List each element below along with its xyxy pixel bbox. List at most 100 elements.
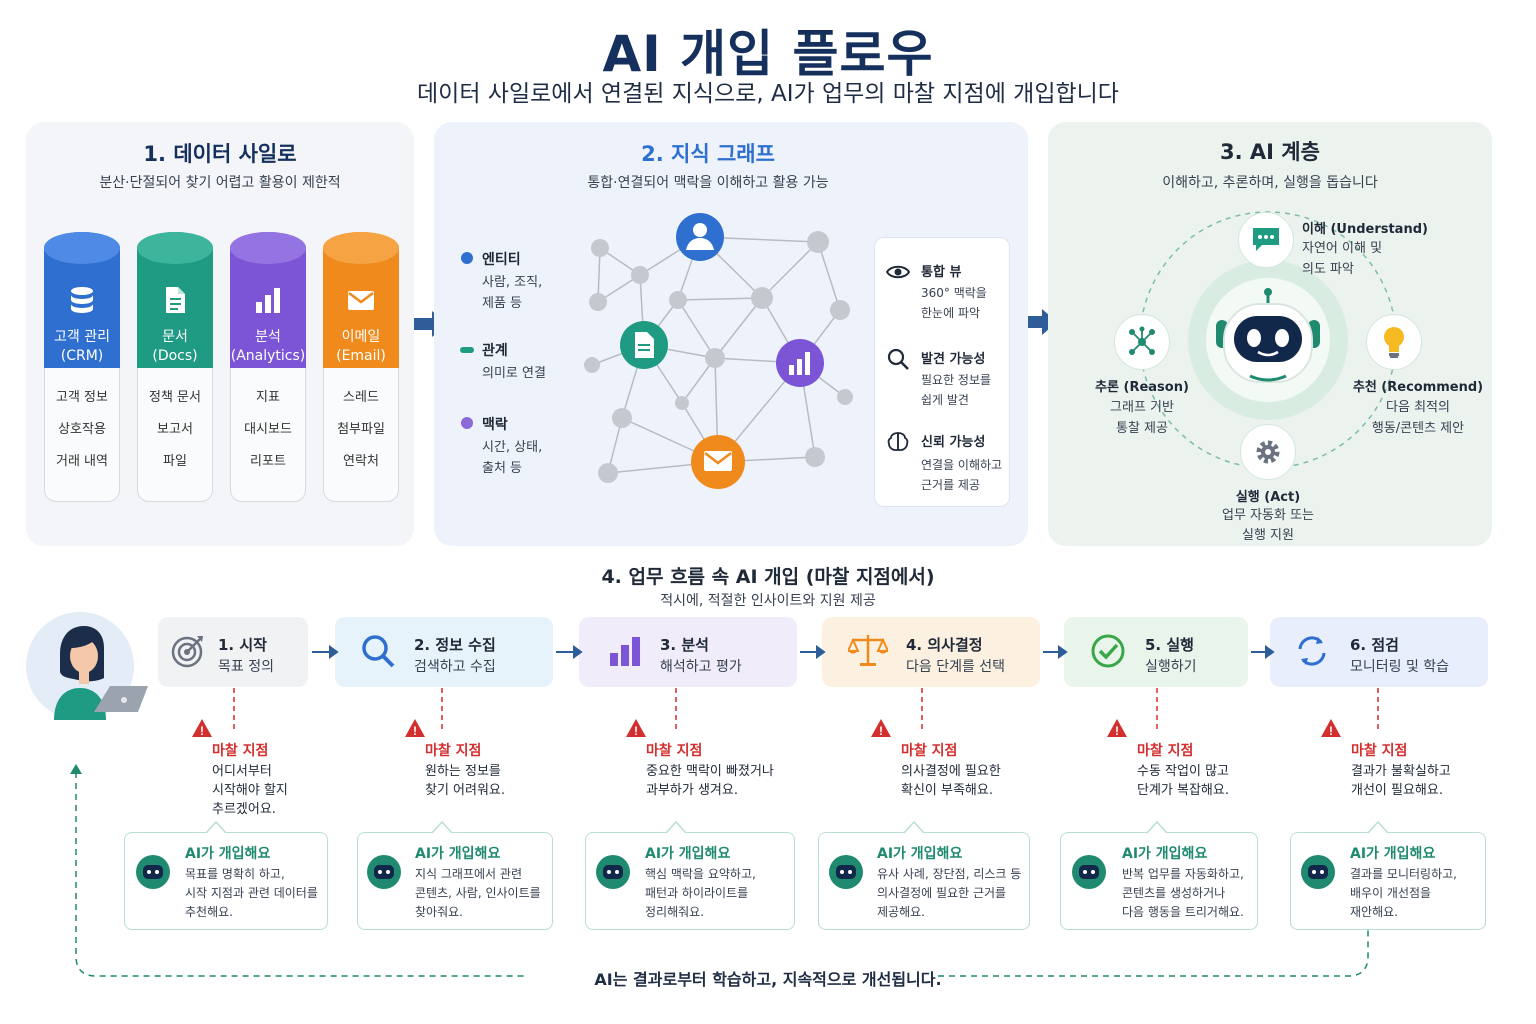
ai-cycle-diagram — [1139, 211, 1397, 469]
workflow-connectors: !!! !!! — [70, 645, 1379, 977]
data-silo-title: 1. 데이터 사일로 — [143, 142, 297, 166]
page-title: AI 개입 플로우 — [602, 25, 934, 83]
silo-item: 파일 — [163, 454, 187, 469]
lightbulb-icon — [1384, 327, 1404, 358]
svg-text:!: ! — [1115, 724, 1119, 738]
ai-box-desc-6: 결과를 모니터링하고, 배우이 개선점을 재안해요. — [1350, 867, 1457, 919]
understand-title: 이해 (Understand) — [1302, 222, 1428, 237]
gear-icon — [1256, 440, 1280, 464]
friction-label: 마찰 지점 — [901, 743, 958, 759]
database-icon — [71, 287, 93, 313]
ai-box-desc-2: 지식 그래프에서 관련 콘텐츠, 사람, 인사이트를 찾아줘요. — [415, 867, 541, 919]
friction-desc-6: 결과가 불확실하고 개선이 필요해요. — [1351, 764, 1451, 798]
bar-chart-icon — [256, 288, 280, 313]
friction-label: 마찰 지점 — [212, 743, 269, 759]
legend-relation-desc: 의미로 연결 — [482, 366, 546, 381]
ai-box-title: AI가 개입해요 — [415, 846, 501, 862]
reason-title: 추론 (Reason) — [1095, 380, 1189, 395]
bar-chart-icon — [610, 637, 640, 666]
data-silo-subtitle: 분산·단절되어 찾기 어렵고 활용이 제한적 — [99, 175, 341, 191]
silo-item: 지표 — [256, 390, 280, 405]
ai-box-desc-1: 목표를 명확히 하고, 시작 지점과 관련 데이터를 추천해요. — [185, 867, 318, 919]
friction-label: 마찰 지점 — [1351, 743, 1408, 759]
mail-icon — [348, 291, 374, 310]
step-5-desc: 실행하기 — [1145, 659, 1197, 675]
silo-item: 대시보드 — [244, 422, 292, 437]
page-subtitle: 데이터 사일로에서 연결된 지식으로, AI가 업무의 마찰 지점에 개입합니다 — [417, 81, 1119, 107]
silo-item: 거래 내역 — [56, 454, 108, 469]
silo-label: 분석 — [255, 329, 281, 345]
view-discover-title: 발견 가능성 — [921, 352, 986, 367]
step-1-title: 1. 시작 — [218, 636, 267, 654]
ai-box-title: AI가 개입해요 — [1350, 846, 1436, 862]
step-5-box — [1064, 617, 1248, 687]
silo-label: 이메일 — [341, 329, 381, 345]
learning-loop-caption: AI는 결과로부터 학습하고, 지속적으로 개선됩니다. — [594, 970, 942, 989]
ai-box-decorations — [136, 820, 1389, 889]
step-6-box — [1270, 617, 1488, 687]
silo-item: 연락처 — [343, 454, 379, 469]
silo-item: 고객 정보 — [56, 390, 108, 405]
ai-box-desc-3: 핵심 맥락을 요약하고, 패턴과 하이라이트를 정리해줘요. — [645, 867, 756, 919]
svg-text:!: ! — [634, 724, 638, 738]
silo-item: 스레드 — [343, 390, 379, 405]
step-2-box — [335, 617, 553, 687]
ai-box-title: AI가 개입해요 — [645, 846, 731, 862]
silo-item: 보고서 — [157, 422, 193, 437]
legend-context-desc: 시간, 상태, 출처 등 — [482, 440, 543, 476]
step-5-title: 5. 실행 — [1145, 636, 1194, 654]
svg-text:!: ! — [879, 724, 883, 738]
ai-box-desc-5: 반복 업무를 자동화하고, 콘텐츠를 생성하거나 다음 행동을 트리거해요. — [1122, 867, 1244, 919]
silo-item: 상호작용 — [58, 422, 106, 437]
view-unified-title: 통합 뷰 — [921, 265, 962, 280]
friction-desc-4: 의사결정에 필요한 확신이 부족해요. — [901, 764, 1001, 798]
ai-layer-title: 3. AI 계층 — [1220, 140, 1320, 164]
silo-label: 고객 관리 — [54, 329, 110, 345]
legend-relation-title: 관계 — [482, 343, 508, 359]
entity-dot-icon — [461, 252, 473, 264]
view-trust-desc: 연결을 이해하고 근거를 제공 — [921, 458, 1003, 492]
view-unified-desc: 360° 맥락을 한눈에 파악 — [921, 286, 987, 320]
ai-box-desc-4: 유사 사례, 장단점, 리스크 등 의사결정에 필요한 근거를 제공해요. — [877, 867, 1022, 919]
silo-label: 문서 — [162, 329, 188, 345]
step-1-desc: 목표 정의 — [218, 659, 274, 675]
check-circle-icon — [1091, 634, 1125, 668]
step-2-desc: 검색하고 수집 — [414, 659, 496, 675]
view-discover-desc: 필요한 정보를 쉽게 발견 — [921, 373, 992, 407]
document-icon — [166, 287, 185, 313]
search-icon — [887, 348, 909, 370]
relation-line-icon — [460, 347, 474, 353]
context-dot-icon — [461, 417, 473, 429]
silo-sublabel: (CRM) — [60, 348, 104, 364]
step-4-title: 4. 의사결정 — [906, 636, 983, 654]
act-title: 실행 (Act) — [1235, 490, 1301, 505]
legend-entity-desc: 사람, 조직, 제품 등 — [482, 275, 543, 311]
network-icon — [1129, 326, 1155, 355]
silo-sublabel: (Email) — [336, 348, 386, 364]
ai-box-title: AI가 개입해요 — [1122, 846, 1208, 862]
user-avatar — [26, 612, 148, 720]
svg-text:!: ! — [413, 724, 417, 738]
silo-item: 정책 문서 — [149, 390, 201, 405]
friction-desc-3: 중요한 맥락이 빠졌거나 과부하가 생겨요. — [646, 764, 774, 798]
step-2-title: 2. 정보 수집 — [414, 636, 496, 654]
legend-entity-title: 엔티티 — [482, 252, 521, 268]
ai-layer-subtitle: 이해하고, 추론하며, 실행을 돕습니다 — [1162, 175, 1378, 191]
recommend-title: 추천 (Recommend) — [1352, 380, 1484, 395]
step-4-desc: 다음 단계를 선택 — [906, 659, 1006, 675]
silo-sublabel: (Analytics) — [230, 348, 306, 364]
workflow-subtitle: 적시에, 적절한 인사이트와 지원 제공 — [660, 593, 876, 609]
friction-label: 마찰 지점 — [646, 743, 703, 759]
ai-box-title: AI가 개입해요 — [877, 846, 963, 862]
graph-benefits-box — [874, 237, 1010, 507]
friction-label: 마찰 지점 — [425, 743, 482, 759]
step-6-desc: 모니터링 및 학습 — [1350, 659, 1450, 675]
chat-bubble-icon — [1253, 228, 1279, 251]
step-6-title: 6. 점검 — [1350, 636, 1399, 654]
brain-icon — [887, 432, 909, 451]
silo-item: 첨부파일 — [337, 422, 385, 437]
reason-desc: 그래프 기반 통찰 제공 — [1110, 400, 1174, 436]
